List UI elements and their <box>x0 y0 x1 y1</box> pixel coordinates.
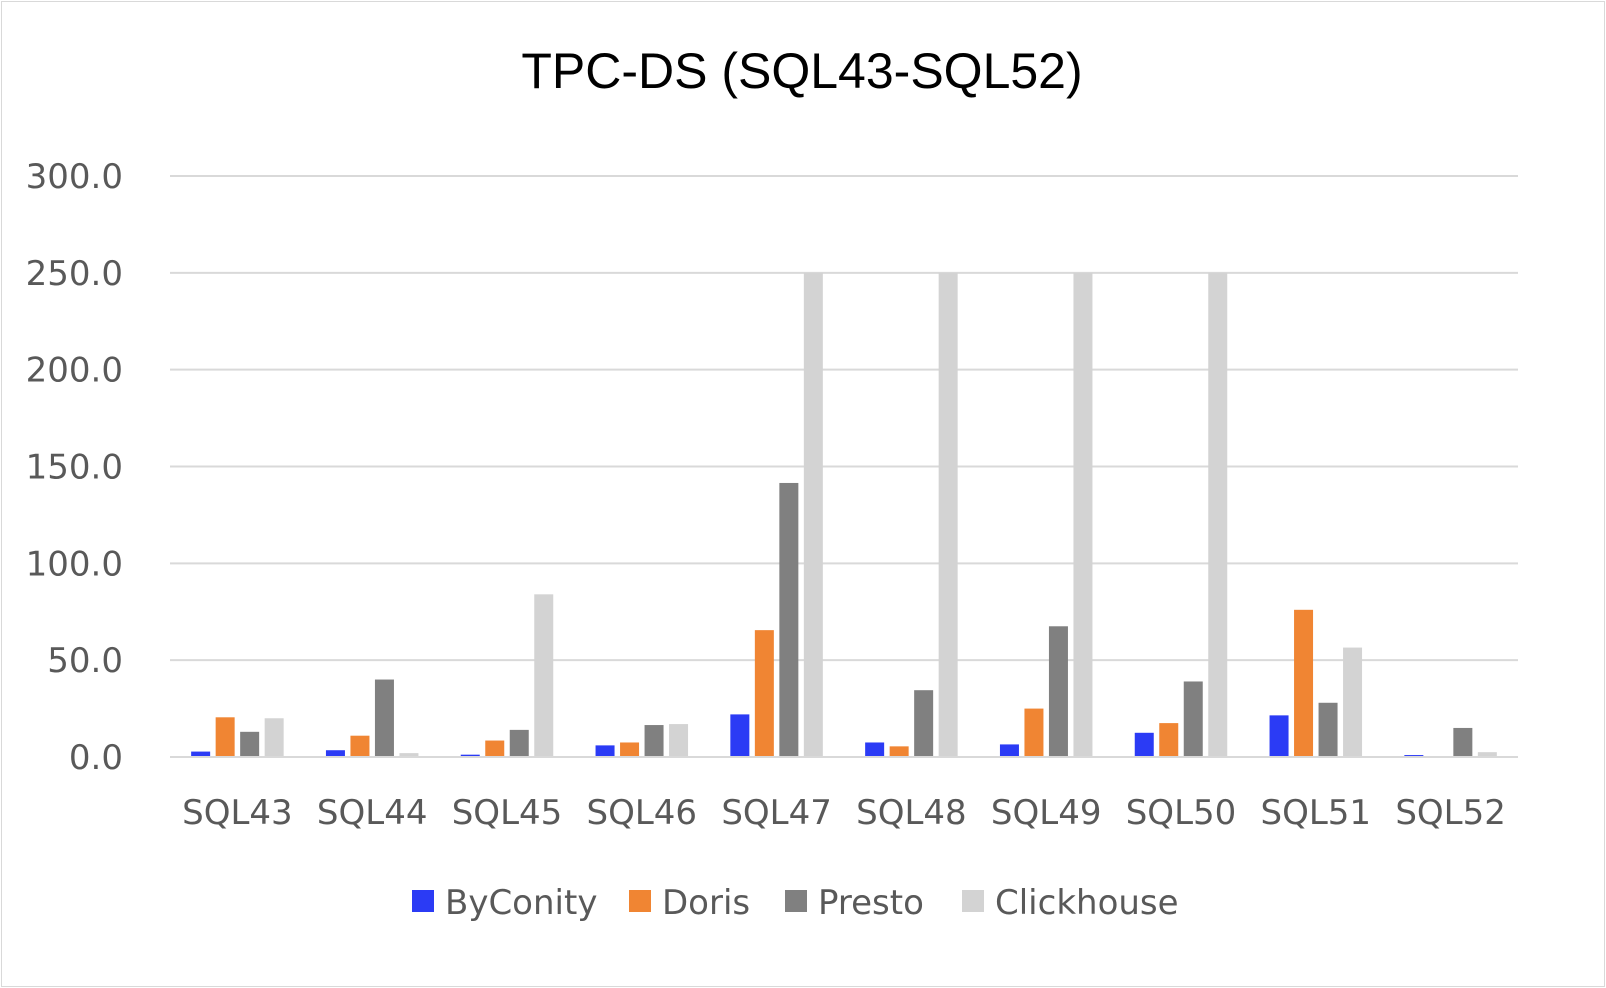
bar-doris-sql48 <box>889 746 909 757</box>
legend-swatch-byconity <box>412 890 434 912</box>
bar-byconity-sql46 <box>595 745 615 757</box>
bar-presto-sql46 <box>644 725 664 757</box>
bar-presto-sql45 <box>509 729 529 757</box>
bar-doris-sql51 <box>1294 609 1314 757</box>
legend: ByConity Doris Presto Clickhouse <box>412 883 1179 923</box>
x-tick-label: SQL47 <box>721 793 832 833</box>
bar-clickhouse-sql50 <box>1208 272 1228 757</box>
y-tick-label: 50.0 <box>47 641 123 681</box>
bar-doris-sql44 <box>350 735 370 757</box>
legend-label-clickhouse: Clickhouse <box>995 883 1179 923</box>
bar-clickhouse-sql45 <box>534 594 554 757</box>
legend-label-doris: Doris <box>662 883 750 923</box>
bar-doris-sql43 <box>215 717 235 757</box>
legend-swatch-clickhouse <box>962 890 984 912</box>
bar-presto-sql50 <box>1183 681 1203 757</box>
x-axis-ticks: SQL43 SQL44 SQL45 SQL46 SQL47 SQL48 SQL49 SQL50… <box>182 793 1506 833</box>
bar-byconity-sql45 <box>460 754 480 757</box>
y-tick-label: 150.0 <box>26 448 123 488</box>
bar-byconity-sql49 <box>999 744 1019 757</box>
bar-presto-sql49 <box>1048 626 1068 757</box>
legend-swatch-doris <box>629 890 651 912</box>
bar-presto-sql52 <box>1453 727 1473 757</box>
legend-swatch-presto <box>785 890 807 912</box>
x-tick-label: SQL52 <box>1395 793 1506 833</box>
bar-doris-sql50 <box>1159 723 1179 757</box>
bar-clickhouse-sql46 <box>669 724 689 757</box>
bar-byconity-sql44 <box>325 750 345 757</box>
legend-label-byconity: ByConity <box>445 883 597 923</box>
y-axis-ticks: 0.0 50.0 100.0 150.0 200.0 250.0 300.0 <box>26 157 123 778</box>
bar-presto-sql48 <box>914 690 934 757</box>
x-tick-label: SQL48 <box>856 793 967 833</box>
bar-clickhouse-sql44 <box>399 753 419 757</box>
y-tick-label: 250.0 <box>26 254 123 294</box>
y-tick-label: 0.0 <box>69 738 123 778</box>
bar-byconity-sql50 <box>1134 732 1154 757</box>
y-tick-label: 200.0 <box>26 351 123 391</box>
bar-doris-sql47 <box>754 630 774 757</box>
x-tick-label: SQL44 <box>317 793 428 833</box>
bar-clickhouse-sql48 <box>938 272 958 757</box>
x-tick-label: SQL46 <box>587 793 698 833</box>
bars <box>191 272 1497 757</box>
x-tick-label: SQL45 <box>452 793 563 833</box>
bar-byconity-sql48 <box>865 742 885 757</box>
legend-label-presto: Presto <box>818 883 924 923</box>
x-tick-label: SQL49 <box>991 793 1102 833</box>
bar-doris-sql45 <box>485 740 505 757</box>
x-tick-label: SQL50 <box>1126 793 1237 833</box>
bar-clickhouse-sql49 <box>1073 272 1093 757</box>
bar-byconity-sql47 <box>730 714 750 757</box>
bar-doris-sql46 <box>620 742 640 757</box>
bar-clickhouse-sql43 <box>264 718 284 757</box>
bar-doris-sql49 <box>1024 708 1044 757</box>
x-tick-label: SQL43 <box>182 793 293 833</box>
bar-clickhouse-sql47 <box>803 272 823 757</box>
bar-byconity-sql51 <box>1269 715 1289 757</box>
chart-title: TPC-DS (SQL43-SQL52) <box>521 43 1082 99</box>
gridlines <box>170 175 1518 662</box>
y-tick-label: 300.0 <box>26 157 123 197</box>
bar-clickhouse-sql51 <box>1343 647 1363 757</box>
bar-presto-sql47 <box>779 482 799 757</box>
bar-clickhouse-sql52 <box>1477 752 1497 757</box>
bar-presto-sql44 <box>374 679 394 757</box>
bar-byconity-sql43 <box>191 751 211 757</box>
bar-presto-sql51 <box>1318 702 1338 757</box>
x-tick-label: SQL51 <box>1261 793 1372 833</box>
y-tick-label: 100.0 <box>26 544 123 584</box>
bar-presto-sql43 <box>240 731 260 757</box>
